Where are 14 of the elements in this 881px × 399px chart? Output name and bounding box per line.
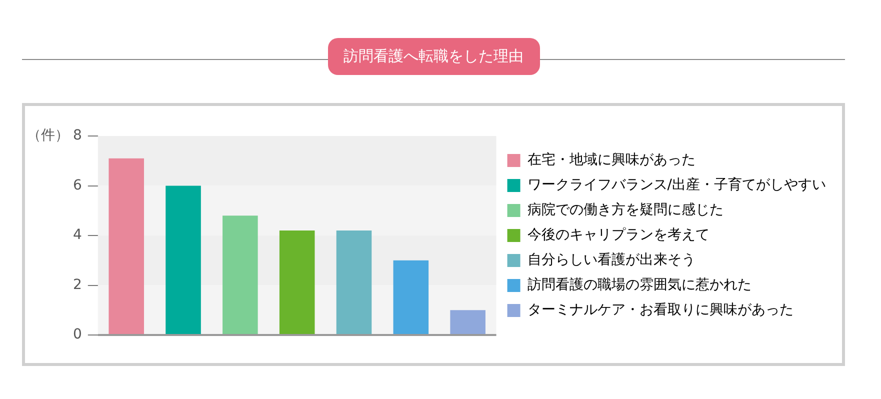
legend-label: 今後のキャリプランを考えて — [527, 227, 710, 244]
y-tick-label: 2 — [72, 276, 82, 293]
y-tick-label: 6 — [72, 177, 82, 194]
y-tick-label: 8 — [72, 128, 82, 144]
legend-label: 自分らしい看護が出来そう — [527, 252, 696, 268]
legend-label: 訪問看護の職場の雰囲気に惹かれた — [527, 277, 752, 294]
chart-title: 訪問看護へ転職をした理由 — [328, 38, 540, 75]
legend-label: ターミナルケア・お看取りに興味があった — [527, 302, 794, 318]
y-axis-title: （件） — [27, 128, 69, 144]
legend-label: ワークライフバランス/出産・子育てがしやすい — [527, 176, 826, 194]
legend-label: 在宅・地域に興味があった — [527, 152, 696, 168]
y-tick-label: 4 — [72, 227, 82, 244]
y-tick-label: 0 — [72, 326, 82, 343]
legend-label: 病院での働き方を疑問に感じた — [527, 202, 724, 218]
